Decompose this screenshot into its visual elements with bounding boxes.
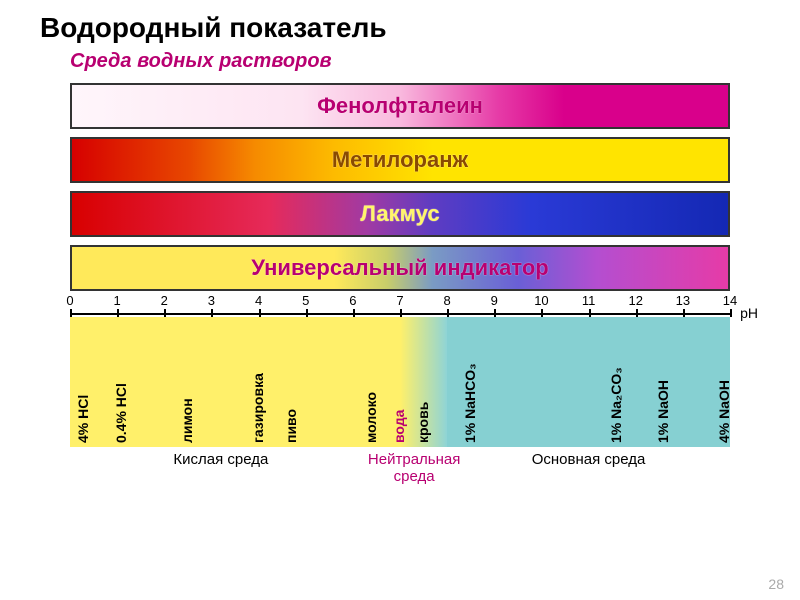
- indicator-bar-0: Фенолфталеин: [70, 83, 730, 129]
- axis-tick: [164, 309, 166, 317]
- axis-tick-label: 14: [723, 293, 737, 308]
- example-label: лимон: [179, 323, 197, 443]
- axis-tick-label: 3: [208, 293, 215, 308]
- example-label: 4% NaOH: [716, 323, 734, 443]
- example-label: 1% Na₂CO₃: [608, 323, 626, 443]
- axis-tick-label: 2: [161, 293, 168, 308]
- axis-tick: [400, 309, 402, 317]
- example-label: 4% HCl: [75, 323, 93, 443]
- indicator-bar-label: Фенолфталеин: [317, 93, 483, 119]
- indicator-bar-1: Метилоранж: [70, 137, 730, 183]
- axis-tick: [259, 309, 261, 317]
- environment-label: Нейтральнаясреда: [344, 451, 484, 485]
- axis-tick-label: 10: [534, 293, 548, 308]
- axis-tick-label: 7: [396, 293, 403, 308]
- indicator-bar-label: Лакмус: [360, 201, 439, 227]
- axis-tick-label: 11: [582, 293, 596, 308]
- example-label: пиво: [283, 323, 301, 443]
- axis-tick: [730, 309, 732, 317]
- example-bg: [447, 317, 730, 447]
- indicator-bar-3: Универсальный индикатор: [70, 245, 730, 291]
- axis-tick: [683, 309, 685, 317]
- example-label: 1% NaOH: [655, 323, 673, 443]
- ph-scale: pH 01234567891011121314 4% HCl 0.4% HCl ли…: [70, 299, 730, 491]
- axis-tick: [353, 309, 355, 317]
- indicator-bar-label: Универсальный индикатор: [251, 255, 548, 281]
- axis-tick: [306, 309, 308, 317]
- example-label: вода: [391, 323, 409, 443]
- axis-tick: [589, 309, 591, 317]
- axis-tick-label: 8: [444, 293, 451, 308]
- page-number: 28: [768, 576, 784, 592]
- axis-tick-label: 13: [676, 293, 690, 308]
- axis-tick: [447, 309, 449, 317]
- subtitle: Среда водных растворов: [70, 50, 760, 73]
- axis-tick: [70, 309, 72, 317]
- axis-tick: [117, 309, 119, 317]
- example-label: молоко: [363, 323, 381, 443]
- example-label: кровь: [415, 323, 433, 443]
- page-title: Водородный показатель: [40, 12, 760, 44]
- ph-unit-label: pH: [740, 305, 758, 321]
- indicator-bar-2: Лакмус: [70, 191, 730, 237]
- example-label: 1% NaHCO₃: [462, 323, 480, 443]
- ph-examples: 4% HCl 0.4% HCl лимон газировка пиво молоко во…: [70, 317, 730, 447]
- environment-label: Основная среда: [519, 451, 659, 468]
- example-label: 0.4% HCl: [113, 323, 131, 443]
- axis-tick-label: 6: [349, 293, 356, 308]
- axis-tick-label: 1: [114, 293, 121, 308]
- indicator-bar-label: Метилоранж: [332, 147, 468, 173]
- axis-tick: [636, 309, 638, 317]
- axis-tick: [211, 309, 213, 317]
- example-label: газировка: [250, 323, 268, 443]
- axis-tick-label: 12: [628, 293, 642, 308]
- axis-tick-label: 5: [302, 293, 309, 308]
- environment-labels: Кислая среда Нейтральнаясреда Основная сре…: [70, 451, 730, 491]
- ph-axis: pH 01234567891011121314: [70, 299, 730, 317]
- axis-tick: [494, 309, 496, 317]
- axis-tick-label: 0: [66, 293, 73, 308]
- axis-tick-label: 4: [255, 293, 262, 308]
- axis-tick-label: 9: [491, 293, 498, 308]
- axis-tick: [541, 309, 543, 317]
- indicator-bars: Фенолфталеин Метилоранж Лакмус Универсальны…: [70, 83, 730, 291]
- environment-label: Кислая среда: [151, 451, 291, 468]
